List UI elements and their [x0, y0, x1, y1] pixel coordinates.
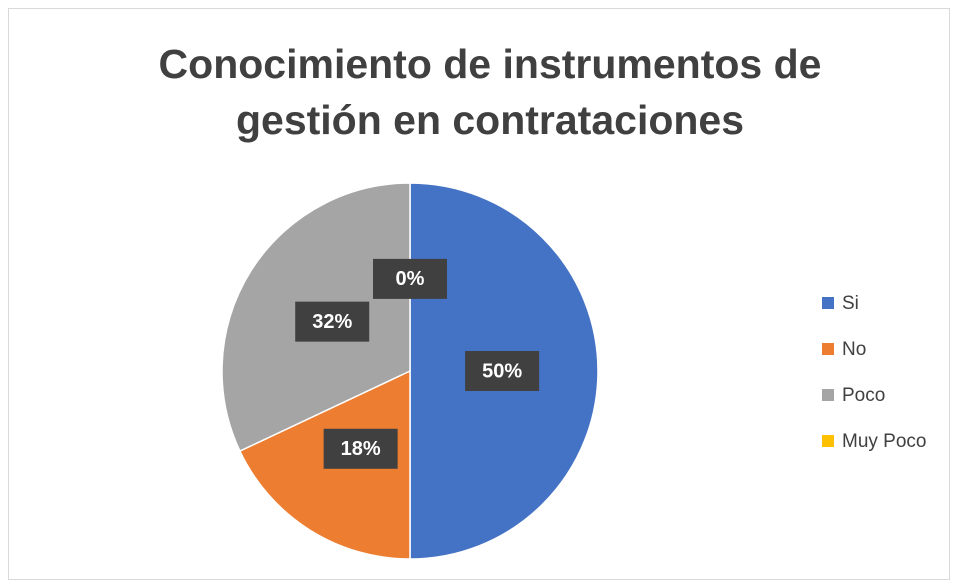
data-label-text: 18%: [341, 438, 381, 460]
chart-frame: [8, 8, 950, 580]
data-label-text: 32%: [312, 311, 352, 333]
data-label-box: [373, 258, 447, 299]
legend-label: Muy Poco: [842, 431, 926, 452]
legend-swatch: [822, 297, 834, 309]
legend-label: Si: [842, 293, 859, 314]
data-label-box: [465, 351, 540, 391]
legend-swatch: [822, 435, 834, 447]
legend-label: Poco: [842, 385, 885, 406]
data-label: 32%: [295, 301, 370, 342]
data-label-box: [323, 428, 398, 469]
legend-label: No: [842, 339, 866, 360]
data-label: 18%: [323, 428, 398, 469]
data-label: 0%: [373, 258, 447, 299]
data-label: 50%: [465, 351, 540, 391]
legend-swatch: [822, 343, 834, 355]
data-label-text: 50%: [482, 360, 522, 382]
data-label-box: [295, 301, 370, 342]
legend-swatch: [822, 389, 834, 401]
chart-title: Conocimiento de instrumentos de gestión …: [158, 41, 822, 143]
data-label-text: 0%: [396, 268, 425, 290]
